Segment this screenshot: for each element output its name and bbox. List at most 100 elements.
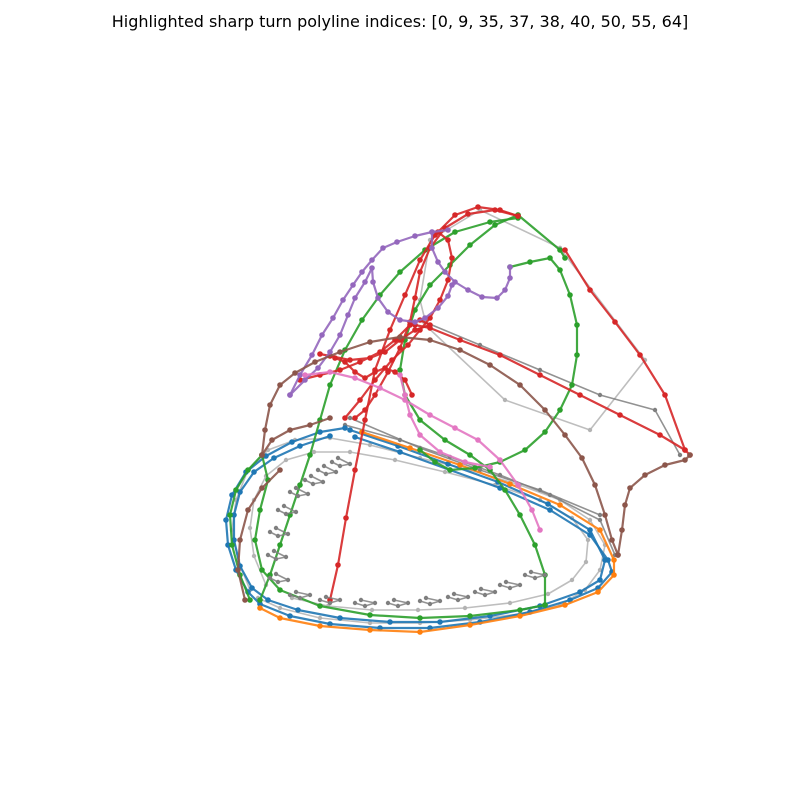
polyline-vertex xyxy=(352,415,358,421)
polyline-vertex xyxy=(427,282,433,288)
polyline-vertex xyxy=(522,447,528,453)
polyline-vertex xyxy=(597,517,603,523)
polyline-vertex xyxy=(277,467,283,473)
polyline-vertex xyxy=(382,349,388,355)
polyline-vertex xyxy=(377,349,383,355)
polyline-vertex xyxy=(592,482,598,488)
polyline-vertex xyxy=(377,385,383,391)
polyline-vertex xyxy=(275,507,281,513)
polyline-vertex xyxy=(412,295,418,301)
polyline-vertex xyxy=(451,591,457,597)
polyline-vertex xyxy=(537,367,543,373)
polyline-vertex xyxy=(542,572,548,578)
polyline-vertex xyxy=(259,452,265,458)
polyline-vertex xyxy=(497,582,503,588)
polyline-vertex xyxy=(417,432,423,438)
polyline-path xyxy=(277,505,297,515)
polyline-vertex xyxy=(327,369,333,375)
polyline-vertex xyxy=(449,282,455,288)
polyline-vertex xyxy=(642,472,648,478)
polyline-path xyxy=(319,596,341,604)
polyline-vertex xyxy=(362,603,368,609)
polyline-vertex xyxy=(457,347,463,353)
polyline-light_gray-3 xyxy=(417,245,648,433)
polyline-vertex xyxy=(287,427,293,433)
polyline-vertex xyxy=(302,477,308,483)
polyline-vertex xyxy=(315,365,321,371)
polyline-vertex xyxy=(277,615,283,621)
polyline-vertex xyxy=(352,295,358,301)
polyline-vertex xyxy=(337,615,343,621)
polyline-vertex xyxy=(367,627,373,633)
polyline-vertex xyxy=(479,294,485,300)
polyline-vertex xyxy=(587,517,593,523)
polyline-vertex xyxy=(583,559,589,565)
polyline-path xyxy=(354,599,376,607)
polyline-vertex xyxy=(415,607,421,613)
polyline-vertex xyxy=(587,287,593,293)
polyline-vertex xyxy=(321,463,327,469)
polyline-vertex xyxy=(275,533,281,539)
polyline-path xyxy=(398,374,491,469)
polyline-vertex xyxy=(417,417,423,423)
polyline-vertex xyxy=(402,392,408,398)
polyline-path xyxy=(299,318,432,382)
polyline-gray-40 xyxy=(522,569,548,581)
polyline-path xyxy=(236,469,281,601)
polyline-vertex xyxy=(342,425,348,431)
polyline-path xyxy=(269,527,289,537)
polyline-vertex xyxy=(369,265,375,271)
polyline-vertex xyxy=(417,615,423,621)
polyline-vertex xyxy=(251,469,257,475)
polyline-vertex xyxy=(309,352,315,358)
polyline-vertex xyxy=(340,297,346,303)
polyline-vertex xyxy=(547,507,553,513)
polyline-vertex xyxy=(547,255,553,261)
polyline-vertex xyxy=(567,292,573,298)
polyline-vertex xyxy=(637,352,643,358)
polyline-vertex xyxy=(281,503,287,509)
polyline-vertex xyxy=(319,332,325,338)
polyline-vertex xyxy=(562,255,568,261)
polyline-vertex xyxy=(359,269,365,275)
polyline-vertex xyxy=(545,591,551,597)
polyline-vertex xyxy=(467,613,473,619)
polyline-vertex xyxy=(537,527,543,533)
polyline-vertex xyxy=(487,464,493,470)
polyline-vertex xyxy=(602,512,608,518)
polyline-vertex xyxy=(542,429,548,435)
polyline-gray-46 xyxy=(302,473,326,487)
polyline-vertex xyxy=(223,517,229,523)
polyline-vertex xyxy=(417,269,423,275)
polyline-path xyxy=(331,457,351,467)
polyline-vertex xyxy=(557,247,563,253)
polyline-vertex xyxy=(275,579,281,585)
polyline-vertex xyxy=(245,507,251,513)
polyline-vertex xyxy=(462,459,468,465)
polyline-vertex xyxy=(442,269,448,275)
polyline-vertex xyxy=(257,601,263,607)
polyline-vertex xyxy=(429,245,435,251)
polyline-vertex xyxy=(445,227,451,233)
polyline-vertex xyxy=(327,600,333,606)
polyline-gray-36 xyxy=(417,595,443,607)
polyline-vertex xyxy=(492,207,498,213)
polyline-vertex xyxy=(362,279,368,285)
polyline-vertex xyxy=(597,512,603,518)
polyline-vertex xyxy=(273,556,279,562)
polyline-path xyxy=(524,571,546,579)
polyline-vertex xyxy=(367,620,373,626)
polyline-vertex xyxy=(267,402,273,408)
polyline-path xyxy=(419,319,681,456)
polyline-vertex xyxy=(347,461,353,467)
polyline-vertex xyxy=(452,425,458,431)
polyline-vertex xyxy=(297,482,303,488)
polyline-vertex xyxy=(297,595,303,601)
polyline-vertex xyxy=(472,589,478,595)
polyline-vertex xyxy=(330,315,336,321)
polyline-vertex xyxy=(478,586,484,592)
polyline-vertex xyxy=(557,502,563,508)
polyline-vertex xyxy=(347,449,353,455)
polyline-vertex xyxy=(482,592,488,598)
polyline-vertex xyxy=(352,434,358,440)
